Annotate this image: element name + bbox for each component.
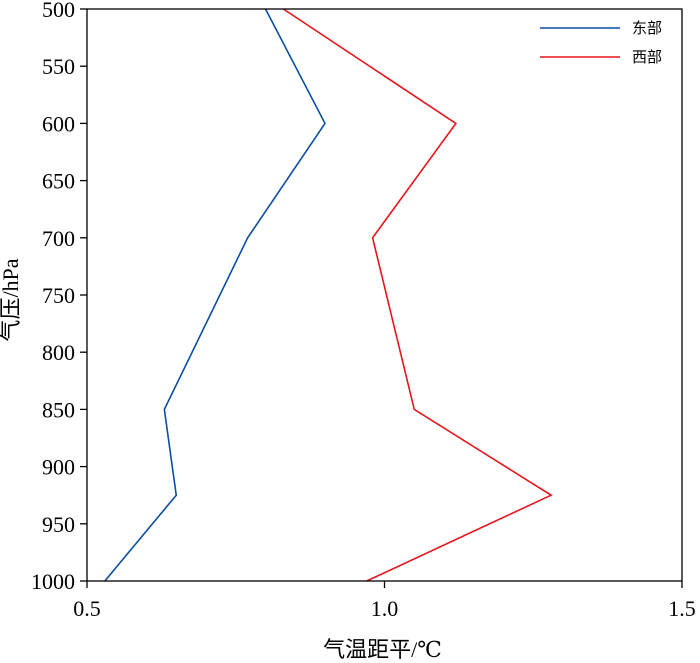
y-axis-title: 气压/hPa: [0, 258, 23, 341]
legend-label: 西部: [632, 49, 662, 66]
y-tick-label: 650: [42, 169, 75, 194]
y-tick-label: 1000: [31, 569, 75, 594]
x-tick-label: 1.5: [668, 596, 696, 621]
y-tick-label: 750: [42, 283, 75, 308]
y-tick-label: 550: [42, 54, 75, 79]
plot-area: [104, 8, 553, 582]
y-tick-label: 950: [42, 512, 75, 537]
x-tick-label: 1.0: [371, 596, 399, 621]
legend-label: 东部: [632, 20, 662, 37]
y-tick-label: 800: [42, 340, 75, 365]
y-tick-label: 850: [42, 397, 75, 422]
y-tick-label: 500: [42, 0, 75, 22]
x-axis-title: 气温距平/℃: [323, 637, 442, 662]
y-tick-label: 900: [42, 455, 75, 480]
series-line-1: [104, 8, 326, 582]
series-line-2: [282, 8, 553, 582]
y-tick-label: 600: [42, 111, 75, 136]
x-tick-label: 0.5: [73, 596, 101, 621]
y-tick-label: 700: [42, 226, 75, 251]
